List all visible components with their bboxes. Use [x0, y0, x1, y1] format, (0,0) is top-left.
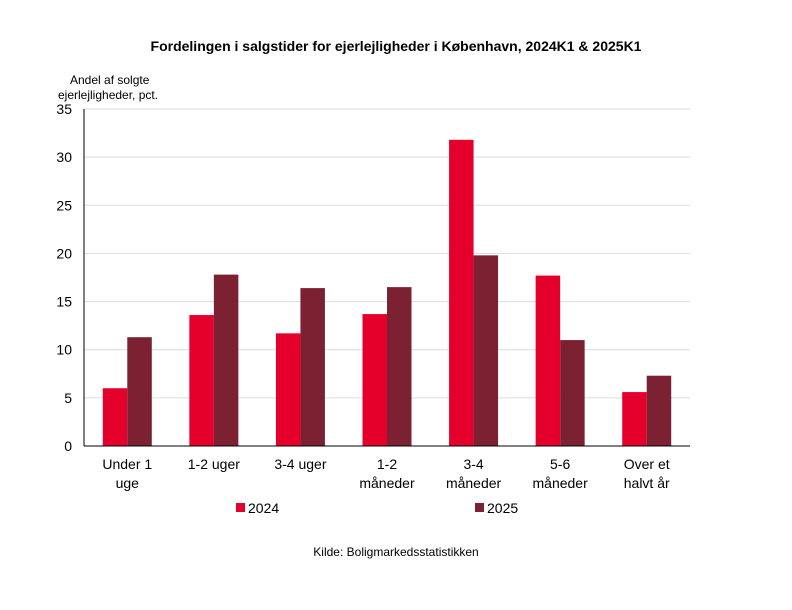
y-tick-label: 20 — [56, 245, 72, 261]
bar-2025 — [213, 274, 239, 446]
bar-2025 — [646, 375, 672, 446]
x-tick-label: 1-2 — [377, 456, 397, 472]
y-axis-label-line-2: ejerlejligheder, pct. — [58, 88, 158, 102]
bar-2024 — [362, 314, 387, 446]
x-tick-label: måneder — [533, 475, 589, 491]
bar-2024 — [449, 139, 474, 446]
y-tick-label: 15 — [56, 294, 72, 310]
bar-2025 — [387, 287, 412, 446]
x-tick-label: uge — [116, 475, 140, 491]
y-axis-ticks: 0 5 10 15 20 25 30 35 — [56, 101, 72, 454]
legend-swatch — [475, 503, 484, 512]
source-note: Kilde: Boligmarkedsstatistikken — [313, 545, 478, 559]
bar-2024 — [535, 275, 561, 446]
y-tick-label: 30 — [56, 149, 72, 165]
y-tick-label: 25 — [56, 197, 72, 213]
legend-label: 2025 — [487, 500, 518, 516]
bars — [102, 139, 672, 446]
legend: 2024 2025 — [236, 500, 518, 516]
x-tick-label: måneder — [446, 475, 502, 491]
legend-swatch — [236, 503, 245, 512]
y-axis-label-line-1: Andel af solgte — [70, 73, 150, 87]
bar-2025 — [473, 255, 499, 446]
x-tick-label: 3-4 uger — [274, 456, 326, 472]
x-tick-label: Under 1 — [102, 456, 152, 472]
bar-2025 — [300, 288, 325, 446]
y-tick-label: 35 — [56, 101, 72, 117]
bar-2024 — [189, 315, 214, 446]
y-tick-label: 0 — [64, 438, 72, 454]
bar-2024 — [275, 333, 301, 446]
x-tick-label: 3-4 — [463, 456, 483, 472]
legend-label: 2024 — [248, 500, 279, 516]
y-tick-label: 10 — [56, 342, 72, 358]
y-tick-label: 5 — [64, 390, 72, 406]
bar-2024 — [622, 392, 647, 446]
bar-2025 — [560, 340, 585, 446]
chart-title: Fordelingen i salgstider for ejerlejligh… — [151, 38, 642, 54]
bar-2025 — [127, 337, 152, 446]
x-tick-label: halvt år — [624, 475, 670, 491]
x-tick-label: 1-2 uger — [188, 456, 240, 472]
x-axis-ticks: Under 1 uge 1-2 uger 3-4 uger 1-2 måneder 3-4 m… — [102, 456, 670, 491]
x-tick-label: Over et — [624, 456, 670, 472]
x-tick-label: 5-6 — [550, 456, 570, 472]
bar-2024 — [102, 388, 128, 446]
x-tick-label: måneder — [359, 475, 415, 491]
